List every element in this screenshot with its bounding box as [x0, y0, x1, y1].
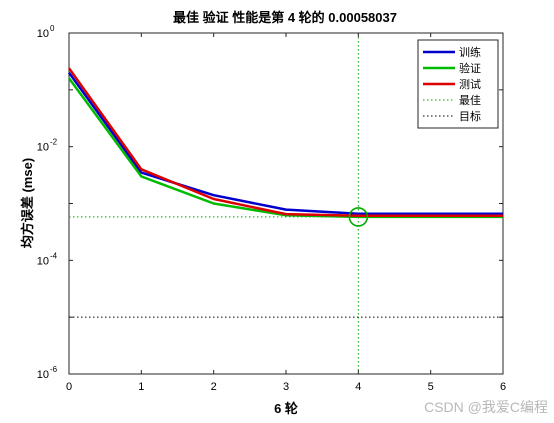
x-axis-label: 6 轮 — [274, 401, 298, 416]
legend-label: 最佳 — [459, 93, 481, 107]
series-line-3 — [67, 67, 503, 217]
y-tick-label: 10 -2 — [37, 138, 58, 154]
y-axis-label: 均方误差 (mse) — [20, 158, 35, 248]
y-tick-label: 10 -4 — [37, 251, 58, 267]
series-line-1 — [67, 71, 503, 216]
y-tick-exponent: 0 — [50, 24, 55, 33]
legend-label: 训练 — [459, 45, 481, 59]
x-tick-label: 2 — [211, 381, 217, 393]
chart-title: 最佳 验证 性能是第 4 轮的 0.00058037 — [173, 10, 397, 25]
y-tick-exponent: -4 — [50, 251, 58, 260]
legend-label: 目标 — [459, 109, 481, 123]
y-tick-base: 10 — [37, 28, 49, 40]
x-tick-label: 6 — [500, 381, 506, 393]
x-tick-label: 4 — [355, 381, 361, 393]
y-tick-label: 10 0 — [37, 24, 55, 40]
legend-label: 测试 — [459, 78, 481, 91]
best-point-marker — [348, 207, 369, 227]
legend-entry-ref-1: 最佳 — [423, 93, 481, 107]
y-tick-base: 10 — [37, 369, 49, 381]
y-tick-label: 10 -6 — [37, 365, 58, 381]
legend-label: 验证 — [459, 61, 481, 75]
series-lines — [67, 67, 503, 219]
x-axis-ticks: 0 1 2 3 4 5 6 — [66, 33, 506, 393]
x-tick-label: 3 — [283, 381, 289, 393]
watermark-text: CSDN @我爱C编程 — [424, 399, 548, 415]
x-tick-label: 0 — [66, 381, 72, 393]
y-tick-exponent: -2 — [50, 138, 58, 147]
y-tick-base: 10 — [37, 142, 49, 154]
reference-lines — [69, 33, 503, 374]
legend-entry-series-2: 验证 — [423, 61, 481, 75]
best-marker-layer — [348, 207, 369, 227]
legend-entry-series-3: 测试 — [423, 78, 481, 91]
x-tick-label: 1 — [138, 381, 144, 393]
x-tick-label: 5 — [428, 381, 434, 393]
y-tick-base: 10 — [37, 255, 49, 267]
y-tick-exponent: -6 — [50, 365, 58, 374]
legend-entry-series-1: 训练 — [423, 45, 481, 59]
legend-entry-ref-2: 目标 — [423, 109, 481, 123]
